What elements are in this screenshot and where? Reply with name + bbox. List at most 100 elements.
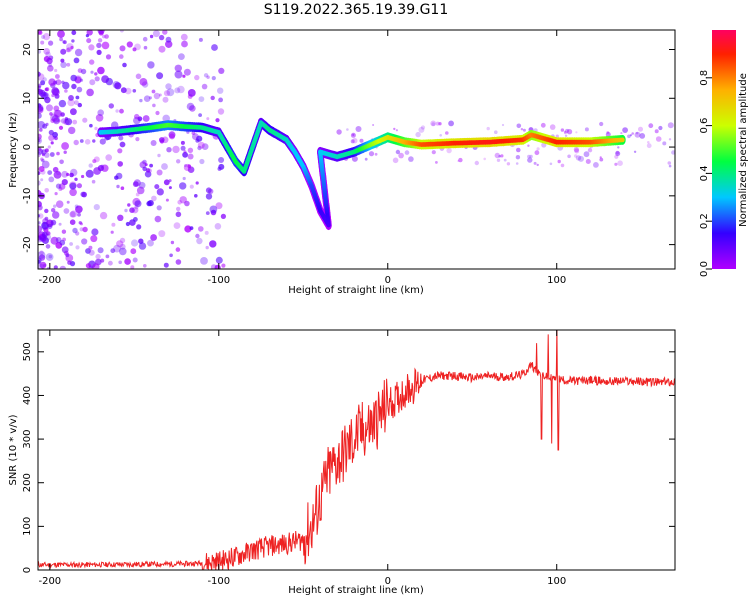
noise-speckle: [162, 96, 169, 103]
noise-speckle: [50, 113, 58, 122]
noise-speckle: [215, 256, 223, 264]
noise-speckle: [119, 243, 126, 250]
noise-speckle: [180, 145, 186, 151]
noise-speckle: [62, 81, 70, 90]
noise-speckle: [129, 207, 135, 213]
noise-speckle: [86, 38, 92, 44]
noise-speckle: [61, 142, 69, 150]
noise-speckle: [44, 188, 49, 193]
noise-speckle: [139, 161, 147, 169]
noise-speckle: [126, 41, 133, 48]
noise-speckle: [40, 236, 47, 243]
noise-speckle: [80, 222, 83, 226]
noise-speckle: [81, 238, 88, 245]
noise-speckle: [187, 166, 195, 173]
noise-speckle: [61, 179, 68, 186]
noise-speckle: [63, 40, 67, 45]
noise-speckle: [88, 44, 95, 51]
noise-speckle: [520, 128, 524, 131]
noise-speckle: [69, 172, 74, 178]
noise-speckle: [134, 205, 139, 210]
x-tick-label: 100: [547, 275, 566, 286]
noise-speckle: [178, 53, 185, 60]
noise-speckle: [48, 63, 53, 68]
noise-speckle: [52, 211, 60, 219]
noise-speckle: [157, 153, 161, 158]
noise-speckle: [41, 160, 50, 169]
noise-speckle: [55, 183, 62, 189]
noise-speckle: [120, 186, 125, 190]
noise-speckle: [59, 159, 64, 165]
noise-speckle: [182, 151, 189, 158]
noise-speckle: [58, 99, 67, 108]
noise-speckle: [54, 192, 58, 196]
noise-speckle: [654, 129, 659, 134]
noise-speckle: [44, 216, 49, 221]
noise-speckle: [583, 151, 590, 158]
noise-speckle: [82, 117, 88, 123]
noise-speckle: [350, 132, 356, 138]
noise-speckle: [70, 210, 78, 218]
noise-speckle: [79, 139, 84, 143]
y-tick-label: -10: [22, 188, 33, 204]
noise-speckle: [127, 203, 131, 207]
noise-speckle: [50, 219, 57, 226]
noise-speckle: [150, 140, 157, 146]
noise-speckle: [74, 100, 79, 105]
noise-speckle: [48, 55, 54, 61]
noise-speckle: [69, 182, 77, 190]
noise-speckle: [38, 189, 42, 198]
noise-speckle: [38, 180, 41, 186]
noise-speckle: [49, 112, 53, 116]
noise-speckle: [85, 263, 91, 269]
noise-speckle: [53, 204, 57, 208]
noise-speckle: [209, 240, 217, 248]
snr-series-line: [38, 330, 675, 570]
noise-speckle: [165, 36, 172, 43]
noise-speckle: [155, 110, 160, 116]
noise-speckle: [158, 93, 162, 97]
y-tick-label: 0: [22, 567, 33, 573]
noise-speckle: [143, 264, 147, 268]
noise-speckle: [65, 253, 70, 258]
noise-speckle: [134, 200, 142, 208]
noise-speckle: [46, 104, 53, 112]
noise-speckle: [110, 230, 114, 234]
noise-speckle: [359, 138, 364, 143]
noise-speckle: [59, 265, 67, 269]
noise-speckle: [94, 126, 98, 131]
noise-speckle: [501, 123, 505, 127]
noise-speckle: [95, 253, 101, 260]
colorbar-tick-label: 0.6: [699, 118, 710, 134]
noise-speckle: [57, 30, 65, 38]
noise-speckle: [166, 88, 175, 97]
noise-speckle: [47, 223, 53, 230]
noise-speckle: [116, 184, 120, 189]
noise-speckle: [88, 163, 93, 168]
noise-speckle: [38, 221, 41, 225]
noise-speckle: [494, 152, 500, 159]
noise-speckle: [69, 211, 76, 218]
noise-speckle: [75, 245, 80, 250]
noise-speckle: [593, 162, 599, 168]
noise-speckle: [158, 34, 165, 41]
noise-speckle: [457, 160, 460, 162]
noise-speckle: [50, 236, 59, 245]
noise-speckle: [73, 139, 79, 146]
noise-speckle: [42, 33, 51, 41]
noise-speckle: [195, 233, 200, 239]
noise-speckle: [617, 160, 623, 166]
noise-speckle: [118, 135, 124, 141]
noise-speckle: [41, 231, 48, 238]
noise-speckle: [67, 98, 75, 107]
noise-speckle: [61, 170, 69, 178]
noise-speckle: [119, 237, 126, 244]
noise-speckle: [52, 166, 59, 173]
noise-speckle: [116, 240, 124, 248]
noise-speckle: [38, 166, 45, 172]
noise-speckle: [629, 134, 633, 137]
noise-speckle: [189, 226, 194, 231]
noise-speckle: [560, 163, 565, 168]
noise-speckle: [170, 240, 175, 245]
noise-speckle: [38, 49, 42, 54]
